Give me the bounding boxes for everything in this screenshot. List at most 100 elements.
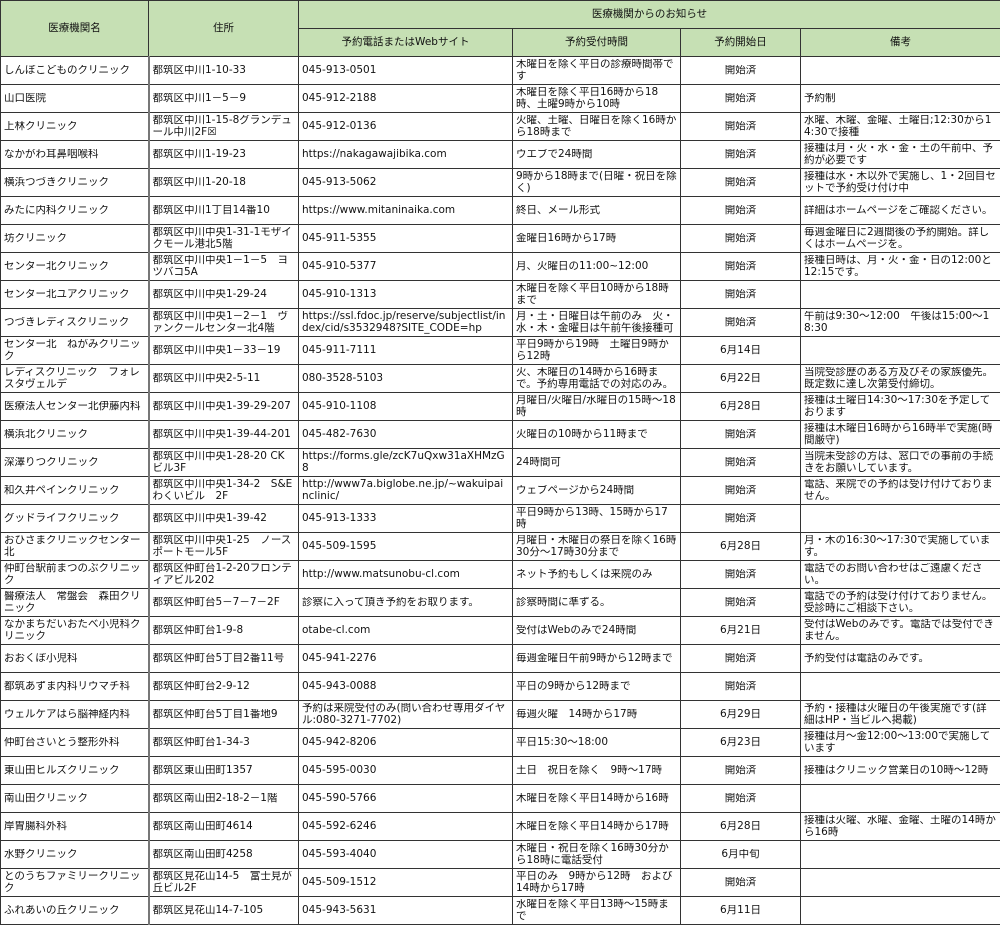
clinic-name-cell: おおくぼ小児科 [0, 644, 150, 673]
address-cell: 都筑区中川1-19-23 [148, 140, 299, 169]
contact-text: 045-913-1333 [302, 512, 377, 524]
start-date-text: 開始済 [724, 120, 757, 132]
start-date-text: 開始済 [724, 764, 757, 776]
clinic-name-cell: レディスクリニック フォレスタヴェルデ [0, 364, 150, 393]
address-cell: 都筑区仲町台2-9-12 [148, 672, 299, 701]
table-row: おひさまクリニックセンター北 都筑区中川中央1-25 ノースポートモール5F 045… [0, 532, 1000, 561]
contact-cell: 045-913-5062 [298, 168, 513, 197]
contact-text: otabe-cl.com [302, 624, 371, 636]
clinic-name-cell: みたに内科クリニック [0, 196, 150, 225]
contact-cell: https://forms.gle/zcK7uQxw31aXHMzG8 [298, 448, 513, 477]
contact-text: 045-912-0136 [302, 120, 377, 132]
remarks-cell: 毎週金曜日に2週間後の予約開始。詳しくはホームページを。 [799, 224, 1000, 253]
address-text: 都筑区中川1丁目14番10 [152, 204, 270, 216]
clinic-name-text: 上林クリニック [4, 120, 78, 132]
start-date-text: 開始済 [724, 484, 757, 496]
table-row: 医療法人センター北伊藤内科 都筑区中川中央1-39-29-207 045-910-1… [0, 392, 1000, 421]
address-text: 都筑区中川中央1-34-2 S&Eわくいビル 2F [152, 479, 293, 502]
table-body: しんぼこどものクリニック 都筑区中川1-10-33 045-913-0501 木曜日を… [0, 56, 1000, 925]
address-cell: 都筑区仲町台1-2-20フロンティアビル202 [148, 560, 299, 589]
clinic-name-text: 横浜つづきクリニック [4, 176, 109, 188]
start-date-cell: 開始済 [680, 644, 801, 673]
remarks-cell [799, 504, 1000, 533]
clinic-name-text: 岸胃腸科外科 [4, 820, 67, 832]
contact-cell: 045-590-5766 [298, 784, 513, 813]
start-date-text: 6月22日 [719, 372, 762, 384]
table-row: 岸胃腸科外科 都筑区南山田町4614 045-592-6246 木曜日を除く平日14時… [0, 812, 1000, 841]
clinic-name-cell: つづきレディスクリニック [0, 308, 150, 337]
address-text: 都筑区中川中央1-31-1モザイクモール港北5階 [152, 227, 292, 250]
table-row: センター北 ねがみクリニック 都筑区中川中央1－33－19 045-911-7111… [0, 336, 1000, 365]
remarks-cell: 接種は火曜、水曜、金曜、土曜の14時から16時 [799, 812, 1000, 841]
address-cell: 都筑区仲町台5丁目2番11号 [148, 644, 299, 673]
address-text: 都筑区仲町台5－7－7－2F [152, 596, 280, 608]
address-cell: 都筑区中川中央1-31-1モザイクモール港北5階 [148, 224, 299, 253]
hours-cell: 受付はWebのみで24時間 [512, 616, 681, 645]
remarks-cell: 接種日時は、月・火・金・日の12:00と12:15です。 [799, 252, 1000, 281]
table-row: なかまちだいおたべ小児科クリニック 都筑区仲町台1-9-8 otabe-cl.com… [0, 616, 1000, 645]
contact-cell: 045-913-1333 [298, 504, 513, 533]
remarks-text: 予約制 [804, 92, 836, 104]
hours-text: 月曜日/火曜日/水曜日の15時～18時 [516, 395, 676, 418]
clinic-name-text: 東山田ヒルズクリニック [4, 764, 120, 776]
hours-text: 平日のみ 9時から12時 および14時から17時 [516, 871, 673, 894]
contact-cell: 045-910-1313 [298, 280, 513, 309]
contact-cell: otabe-cl.com [298, 616, 513, 645]
remarks-cell: 接種は月・火・水・金・土の午前中、予約が必要です [799, 140, 1000, 169]
contact-cell: 045-910-1108 [298, 392, 513, 421]
address-cell: 都筑区中川中央1-39-44-201 [148, 420, 299, 449]
hours-cell: ネット予約もしくは来院のみ [512, 560, 681, 589]
remarks-cell: 予約制 [799, 84, 1000, 113]
clinic-name-cell: ふれあいの丘クリニック [0, 896, 150, 925]
hours-text: 火、木曜日の14時から16時まで。予約専用電話での対応のみ。 [516, 367, 674, 390]
start-date-cell: 開始済 [680, 504, 801, 533]
address-text: 都筑区仲町台1-34-3 [152, 736, 250, 748]
contact-cell: 045-943-0088 [298, 672, 513, 701]
hours-text: 土日 祝日を除く 9時～17時 [516, 764, 663, 776]
start-date-cell: 開始済 [680, 420, 801, 449]
hours-cell: 診察時間に準ずる。 [512, 588, 681, 617]
hours-text: 24時間可 [516, 456, 561, 468]
table-row: ウェルケアはら脳神経内科 都筑区仲町台5丁目1番地9 予約は来院受付のみ(問い合わせ… [0, 700, 1000, 729]
clinic-name-cell: センター北 ねがみクリニック [0, 336, 150, 365]
hours-text: 受付はWebのみで24時間 [516, 624, 637, 636]
start-date-text: 6月29日 [719, 708, 762, 720]
address-cell: 都筑区見花山14-5 富士見が丘ビル2F [148, 868, 299, 897]
start-date-text: 開始済 [724, 428, 757, 440]
hours-cell: 月曜日・木曜日の祭日を除く16時30分～17時30分まで [512, 532, 681, 561]
hours-cell: 木曜日を除く平日14時から17時 [512, 812, 681, 841]
start-date-cell: 開始済 [680, 560, 801, 589]
contact-text: 045-595-0030 [302, 764, 377, 776]
remarks-text: 当院受診歴のある方及びその家族優先。既定数に達し次第受付締切。 [804, 367, 993, 390]
contact-text: 045-910-1313 [302, 288, 377, 300]
contact-text: 045-941-2276 [302, 652, 377, 664]
hours-cell: 木曜日を除く平日16時から18時、土曜9時から10時 [512, 84, 681, 113]
clinic-name-cell: 山口医院 [0, 84, 150, 113]
table-row: 深澤りつクリニック 都筑区中川中央1-28-20 CKビル3F https://fo… [0, 448, 1000, 477]
address-text: 都筑区見花山14-5 富士見が丘ビル2F [152, 871, 292, 894]
contact-text: 045-913-0501 [302, 64, 377, 76]
contact-cell: 080-3528-5103 [298, 364, 513, 393]
hours-text: 平日の9時から12時まで [516, 680, 631, 692]
clinic-name-text: ふれあいの丘クリニック [4, 904, 120, 916]
contact-cell: 045-509-1512 [298, 868, 513, 897]
contact-cell: 045-482-7630 [298, 420, 513, 449]
contact-text: 045-509-1595 [302, 540, 377, 552]
address-text: 都筑区中川1-20-18 [152, 176, 246, 188]
address-cell: 都筑区中川1-20-18 [148, 168, 299, 197]
hours-text: 平日9時から13時、15時から17時 [516, 507, 668, 530]
address-cell: 都筑区仲町台1-34-3 [148, 728, 299, 757]
clinic-name-text: なかまちだいおたべ小児科クリニック [4, 619, 141, 642]
hours-text: ネット予約もしくは来院のみ [516, 568, 653, 580]
contact-cell: 045-913-0501 [298, 56, 513, 85]
address-text: 都筑区仲町台1-2-20フロンティアビル202 [152, 563, 292, 586]
clinic-name-text: センター北クリニック [4, 260, 109, 272]
clinic-name-cell: 医療法人センター北伊藤内科 [0, 392, 150, 421]
address-cell: 都筑区中川中央2-5-11 [148, 364, 299, 393]
clinic-name-text: おひさまクリニックセンター北 [4, 535, 141, 558]
clinic-name-text: 仲町台駅前まつのぶクリニック [4, 563, 141, 586]
table-row: 仲町台さいとう整形外科 都筑区仲町台1-34-3 045-942-8206 平日15:… [0, 728, 1000, 757]
start-date-cell: 開始済 [680, 196, 801, 225]
remarks-cell: 接種は木曜日16時から16時半で実施(時間厳守) [799, 420, 1000, 449]
